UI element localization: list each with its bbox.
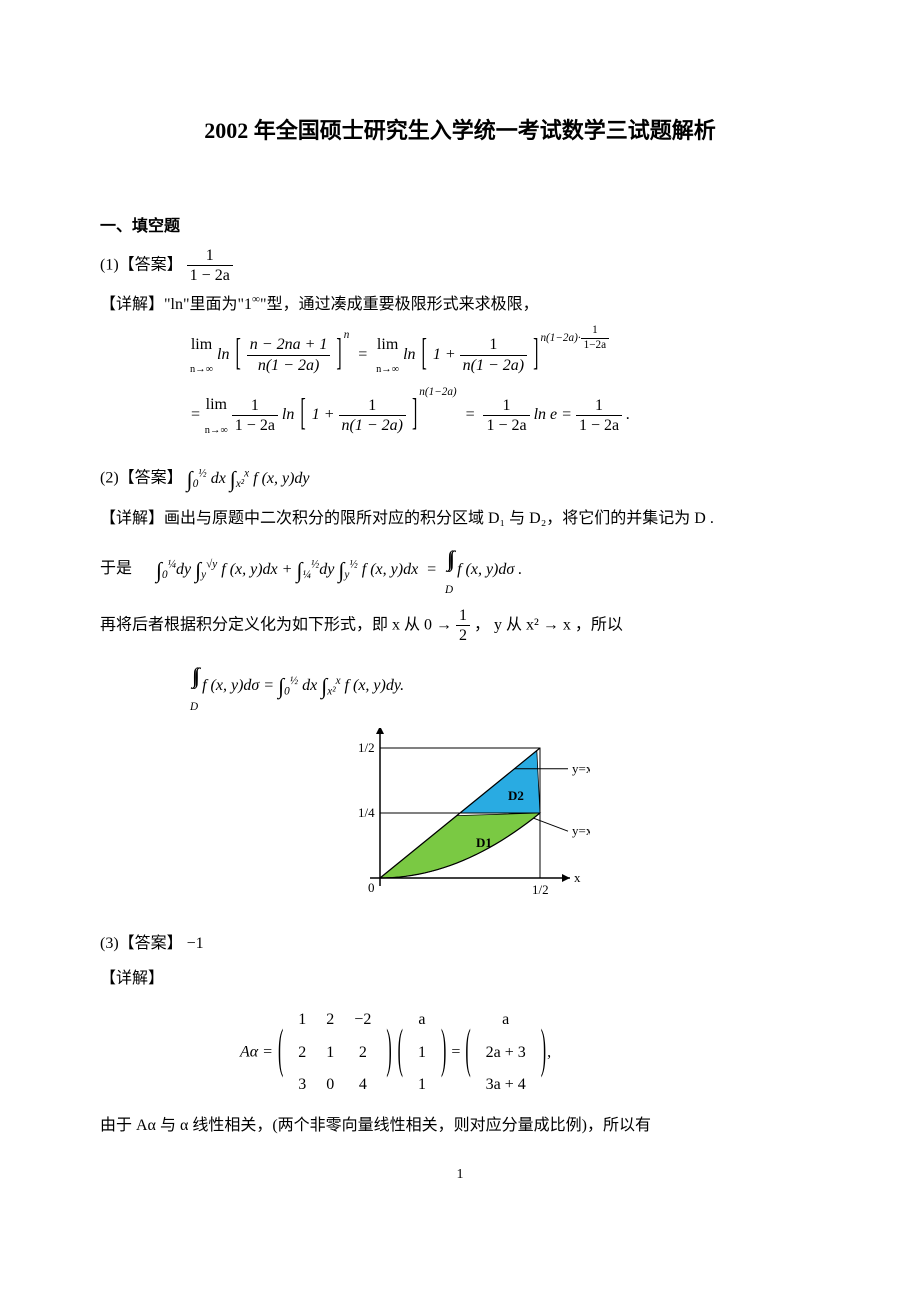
q2-line4: ∫∫D f (x, y)dσ = ∫0½ dx ∫x²x f (x, y)dy. <box>190 655 820 718</box>
svg-text:1/2: 1/2 <box>358 740 375 755</box>
lim-3: limn→∞ <box>205 390 228 440</box>
q1-detail-line: 【详解】"ln"里面为"1∞"型，通过凑成重要极限形式来求极限， <box>100 290 820 320</box>
q1-eq2: = limn→∞ 1 1 − 2a ln [ 1 + 1 n(1 − 2a) ]… <box>190 390 820 440</box>
doc-title: 2002 年全国硕士研究生入学统一考试数学三试题解析 <box>100 110 820 152</box>
q3-eq: Aα = ( 12−2 212 304 ) ( a 1 1 ) = ( a 2a… <box>240 1004 820 1101</box>
lim-2: limn→∞ <box>376 330 399 380</box>
matrix-A: 12−2 212 304 <box>288 1004 381 1101</box>
q2-figure: 1/21/41/20yxy=xy=x²D1D2 <box>100 728 820 919</box>
q3-detail: 【详解】 <box>100 964 820 994</box>
result-vector: a 2a + 3 3a + 4 <box>476 1004 536 1101</box>
vector-alpha: a 1 1 <box>408 1004 436 1101</box>
q2-answer-line: (2)【答案】 ∫0½ dx ∫x²x f (x, y)dy <box>100 458 820 500</box>
double-integral-icon: ∫∫ <box>447 546 451 571</box>
q3-answer-line: (3)【答案】 −1 <box>100 929 820 959</box>
svg-text:1/4: 1/4 <box>358 805 375 820</box>
q1-eq1: limn→∞ ln [ n − 2na + 1 n(1 − 2a) ]n = l… <box>190 330 820 380</box>
double-integral-icon: ∫∫ <box>192 663 196 688</box>
section-a-heading: 一、填空题 <box>100 212 820 242</box>
region-diagram: 1/21/41/20yxy=xy=x²D1D2 <box>330 728 590 908</box>
q2-line3: 再将后者根据积分定义化为如下形式，即 x 从 0 → 12 ， y 从 x² →… <box>100 606 820 645</box>
q2-detail1: 【详解】画出与原题中二次积分的限所对应的积分区域 D₁ 与 D₂，将它们的并集记… <box>100 504 820 534</box>
page-number: 1 <box>100 1162 820 1189</box>
q2-label: (2)【答案】 <box>100 470 183 487</box>
page: 2002 年全国硕士研究生入学统一考试数学三试题解析 一、填空题 (1)【答案】… <box>0 0 920 1302</box>
q2-line2: 于是 ∫0¼dy ∫y√y f (x, y)dx + ∫¼½dy ∫y½ f (… <box>100 538 820 601</box>
svg-text:y=x: y=x <box>572 761 590 776</box>
svg-text:x: x <box>574 870 581 885</box>
svg-text:0: 0 <box>368 880 375 895</box>
svg-text:1/2: 1/2 <box>532 882 549 897</box>
svg-text:D1: D1 <box>476 835 492 850</box>
q3-tail: 由于 Aα 与 α 线性相关，(两个非零向量线性相关，则对应分量成比例)，所以有 <box>100 1111 820 1141</box>
q1-label: (1)【答案】 <box>100 257 183 274</box>
svg-text:y=x²: y=x² <box>572 823 590 838</box>
lim-1: limn→∞ <box>190 330 213 380</box>
svg-text:D2: D2 <box>508 788 524 803</box>
q1-answer-frac: 1 1 − 2a <box>187 246 233 285</box>
q1-answer-line: (1)【答案】 1 1 − 2a <box>100 246 820 285</box>
